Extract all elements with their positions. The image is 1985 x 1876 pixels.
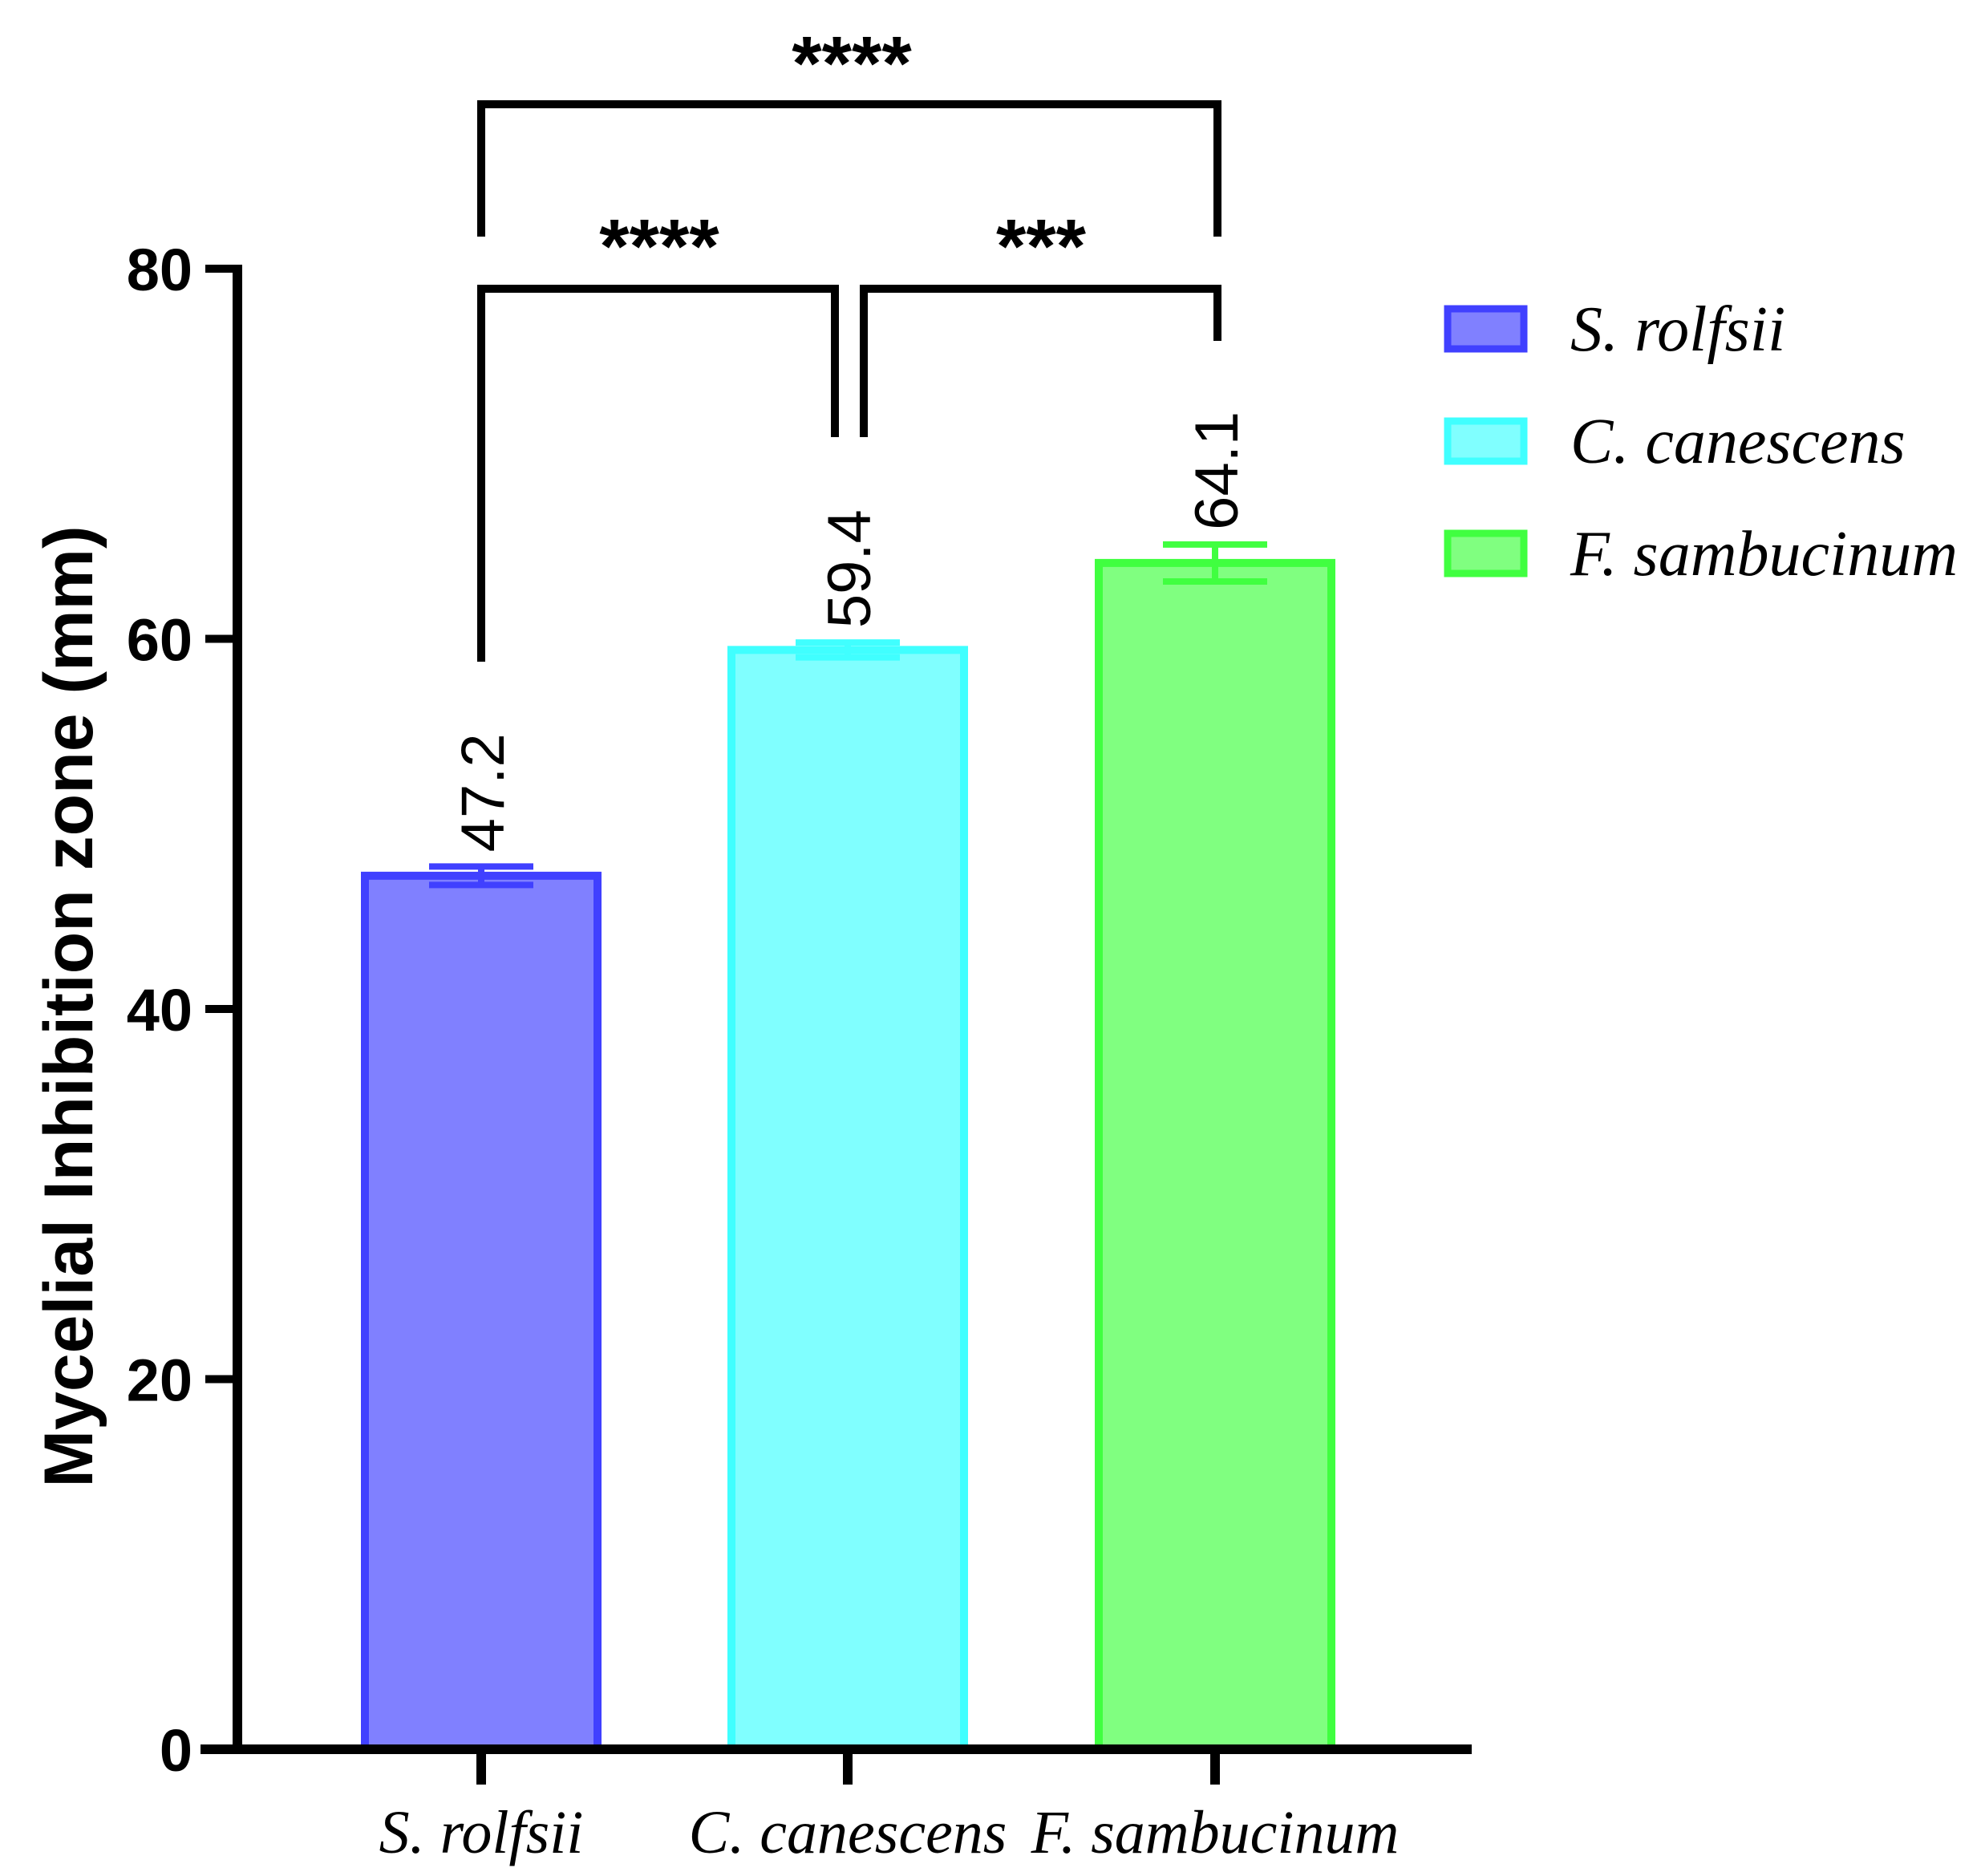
error-bars-group [429,541,1267,889]
x-tick-label-3: F. sambucinum [1031,1799,1400,1866]
y-tick-label-80: 80 [127,237,192,303]
legend-swatch-1 [1444,305,1528,353]
significance-label-2: **** [599,204,719,290]
y-ticks-group: 0 20 40 60 80 [127,237,242,1784]
legend: S. rolfsii C. canescens F. sambucinum [1444,294,1958,590]
significance-bracket-2 [477,285,839,662]
x-ticks-group: S. rolfsii C. canescens F. sambucinum [379,1749,1400,1866]
legend-swatch-3 [1444,529,1528,577]
value-labels-group: 47.2 59.4 64.1 [449,411,1251,852]
significance-bracket-3 [860,285,1221,437]
significance-label-3: *** [996,204,1087,290]
bar-1 [361,871,602,1753]
significance-label-1: **** [792,21,912,107]
significance-bracket-1 [477,100,1221,237]
x-tick-label-1: S. rolfsii [379,1799,584,1866]
y-tick-label-60: 60 [127,607,192,674]
bar-2 [727,646,968,1753]
legend-label-1: S. rolfsii [1570,294,1785,365]
value-label-2: 59.4 [816,509,884,628]
legend-label-2: C. canescens [1570,407,1906,477]
legend-swatch-2 [1444,417,1528,465]
x-tick-label-2: C. canescens [689,1799,1007,1866]
bar-3 [1095,558,1335,1754]
y-axis-title: Mycelial Inhibition zone (mm) [30,525,107,1487]
value-label-3: 64.1 [1183,411,1251,530]
y-tick-label-40: 40 [127,977,192,1043]
y-tick-label-0: 0 [160,1717,192,1784]
y-tick-label-20: 20 [127,1347,192,1414]
value-label-1: 47.2 [449,733,517,852]
legend-label-3: F. sambucinum [1570,519,1958,590]
significance-group: ******** *** [477,21,1221,662]
